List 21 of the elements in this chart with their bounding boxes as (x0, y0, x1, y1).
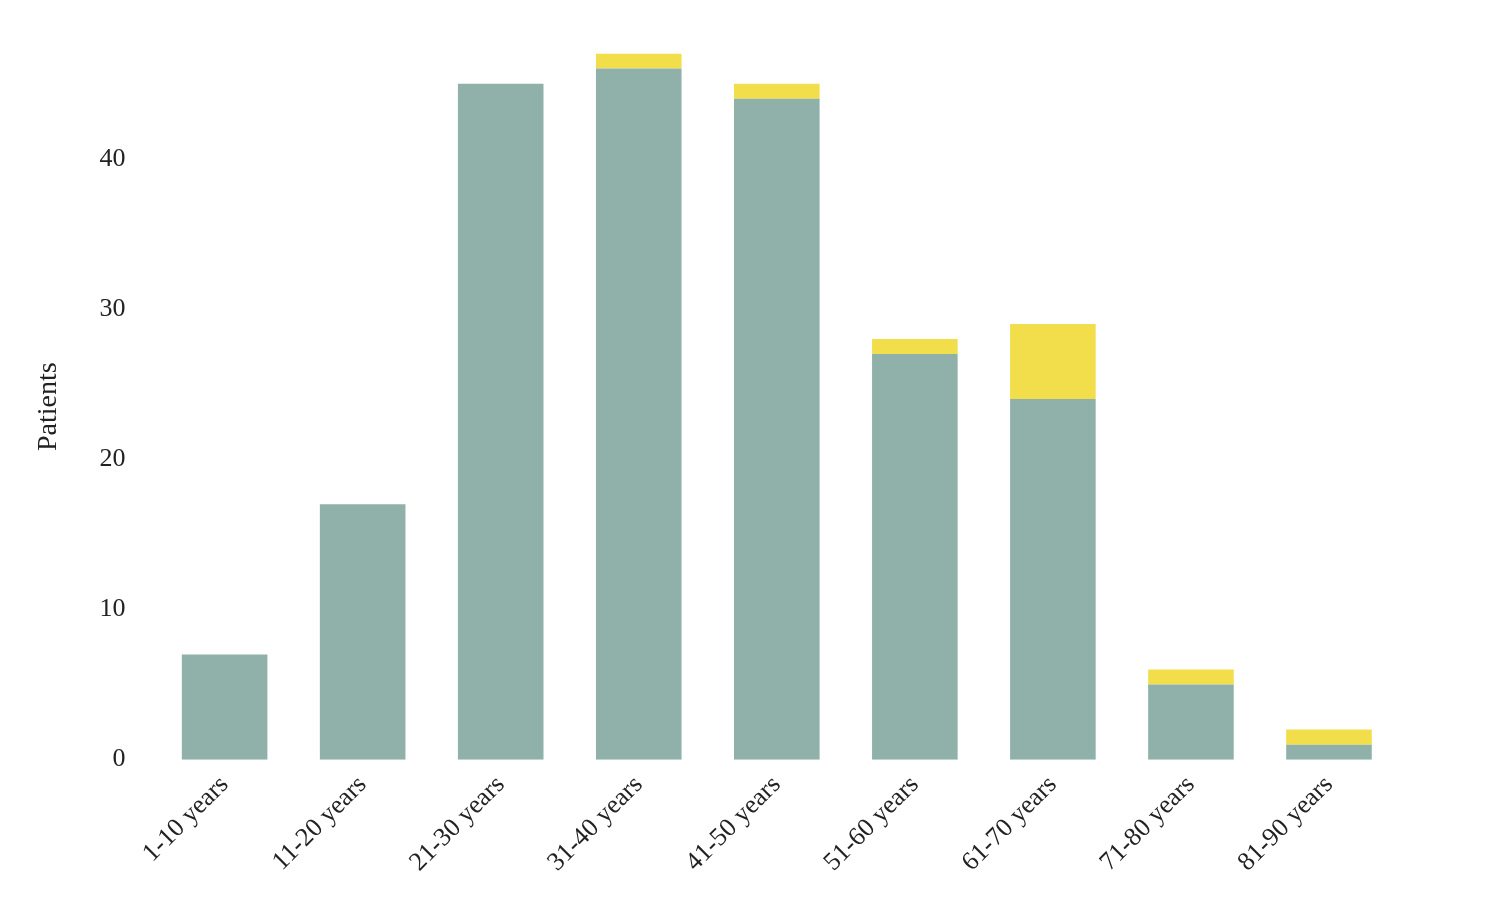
y-axis-title: Patients (31, 362, 63, 451)
bar (595, 68, 682, 760)
bar (872, 339, 958, 355)
y-tick-label: 10 (99, 593, 126, 623)
bar (181, 654, 268, 760)
bar (734, 98, 820, 760)
bar (319, 504, 406, 760)
bar (1010, 324, 1096, 400)
bar (1286, 729, 1372, 745)
bar (872, 354, 958, 760)
y-tick-label: 0 (112, 743, 126, 773)
bar (595, 53, 682, 69)
bar (457, 83, 544, 760)
y-tick-label: 20 (99, 443, 126, 473)
y-tick-label: 40 (99, 142, 126, 172)
bar (1148, 669, 1234, 685)
y-tick-label: 30 (99, 292, 126, 322)
bar (1286, 744, 1372, 760)
bar (1148, 684, 1234, 760)
bar (1010, 399, 1096, 760)
bar (734, 83, 820, 99)
